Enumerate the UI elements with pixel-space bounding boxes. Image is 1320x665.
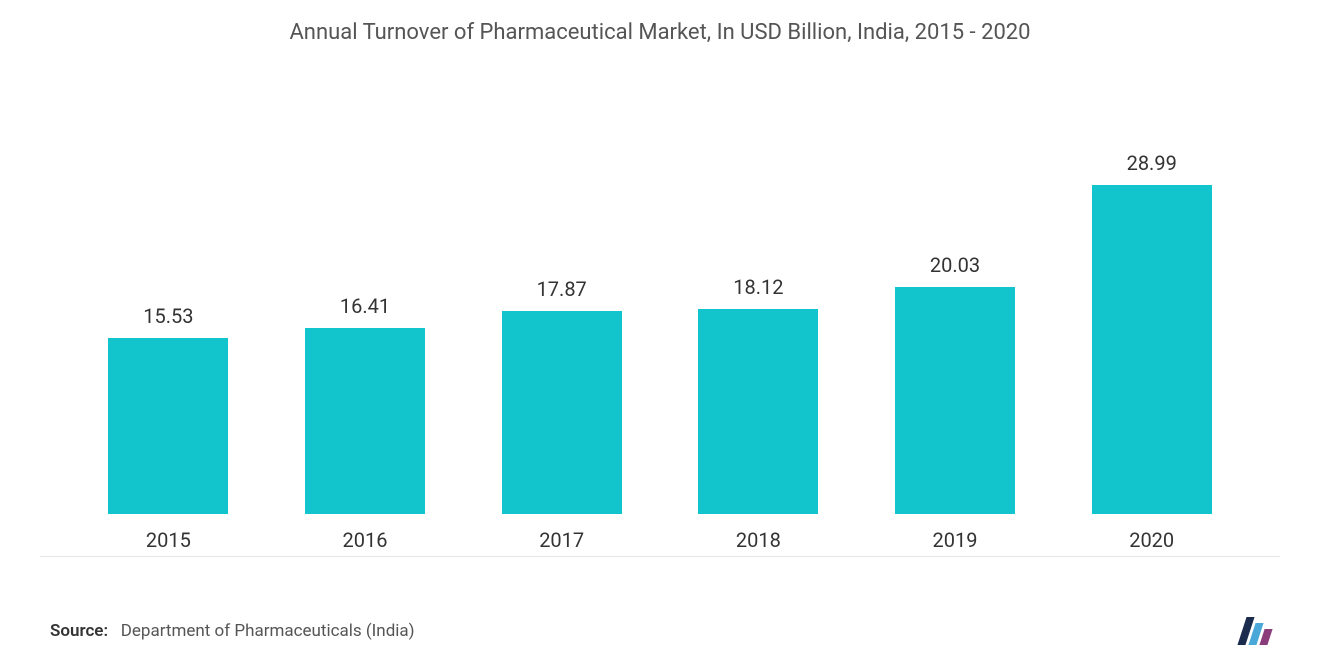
source-citation: Source: Department of Pharmaceuticals (I… xyxy=(50,621,415,641)
source-text: Department of Pharmaceuticals (India) xyxy=(121,621,415,641)
bar-category-label: 2020 xyxy=(1129,528,1174,552)
bar xyxy=(108,338,228,514)
footer: Source: Department of Pharmaceuticals (I… xyxy=(40,587,1280,655)
bar-group: 20.03 2019 xyxy=(857,253,1054,552)
bar-category-label: 2018 xyxy=(736,528,781,552)
bar xyxy=(698,309,818,514)
bar xyxy=(502,311,622,514)
bar-group: 28.99 2020 xyxy=(1053,151,1250,552)
bar xyxy=(895,287,1015,514)
bar-category-label: 2016 xyxy=(343,528,388,552)
bar-category-label: 2017 xyxy=(539,528,584,552)
bar-value-label: 16.41 xyxy=(340,294,390,318)
bar-group: 17.87 2017 xyxy=(463,277,660,552)
bar-value-label: 17.87 xyxy=(537,277,587,301)
brand-logo xyxy=(1242,617,1270,645)
bar-group: 16.41 2016 xyxy=(267,294,464,552)
bar xyxy=(1092,185,1212,514)
chart-plot-area: 15.53 2015 16.41 2016 17.87 2017 18.12 2018 20.0… xyxy=(40,105,1280,552)
bar-value-label: 20.03 xyxy=(930,253,980,277)
chart-title: Annual Turnover of Pharmaceutical Market… xyxy=(40,20,1280,45)
source-label: Source: xyxy=(50,621,108,641)
bar xyxy=(305,328,425,514)
bar-group: 18.12 2018 xyxy=(660,275,857,552)
bar-category-label: 2015 xyxy=(146,528,191,552)
bar-value-label: 28.99 xyxy=(1127,151,1177,175)
chart-container: Annual Turnover of Pharmaceutical Market… xyxy=(0,0,1320,665)
footer-divider xyxy=(40,556,1280,557)
bar-category-label: 2019 xyxy=(933,528,978,552)
bar-group: 15.53 2015 xyxy=(70,304,267,552)
logo-bar-icon xyxy=(1259,629,1272,645)
bar-value-label: 18.12 xyxy=(733,275,783,299)
bar-value-label: 15.53 xyxy=(143,304,193,328)
